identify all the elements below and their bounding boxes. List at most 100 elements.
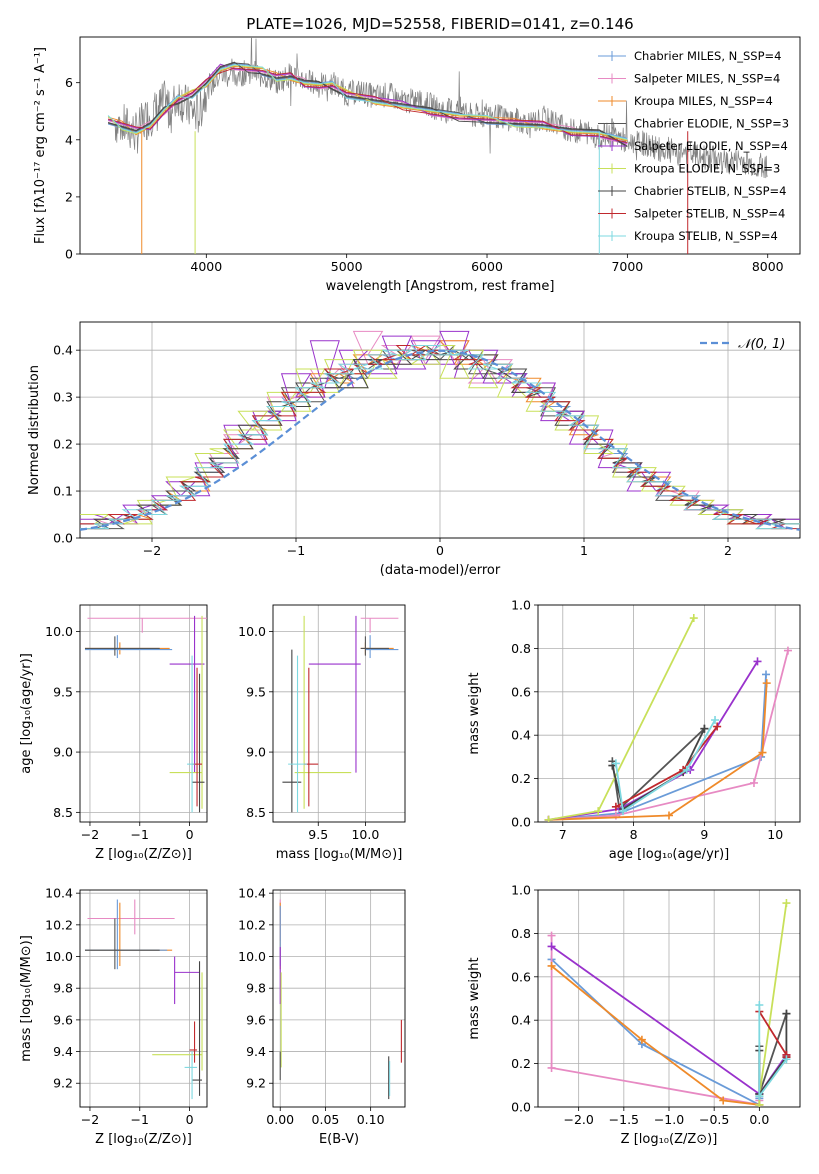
y-tick-label: 9.4: [53, 1044, 73, 1059]
x-axis-label: Z [log₁₀(Z/Z⊙)]: [621, 1132, 718, 1147]
weight-point-marker: [682, 765, 691, 774]
errorbar-point: [87, 617, 207, 633]
errorbar-point: [84, 635, 173, 659]
weight-vs-age-panel: 7 8 9 10 0.0 0.2 0.4 0.6 0.8 1.0 age [log₁₀(age/yr…: [467, 598, 801, 862]
mass-vs-ebv-data: [279, 899, 402, 1100]
errorbar-point: [192, 667, 203, 807]
errorbar-point: [365, 635, 399, 659]
weight-series-line: [548, 674, 767, 821]
errorbar-point: [84, 918, 160, 970]
residuals-panel: −2 −1 0 1 2 0.0 0.1 0.2 0.3 0.4 (data-model)/error…: [27, 321, 801, 578]
y-tick-label: 10.0: [238, 949, 266, 964]
errorbar-point: [152, 972, 203, 1071]
model-spectrum-line: [107, 61, 628, 147]
y-tick-label: 0.3: [53, 390, 73, 405]
age-vs-mass-panel: 9.5 10.0 8.5 9.0 9.5 10.0 mass [log₁₀(M/M⊙)]: [238, 604, 406, 862]
axes-frame: [79, 889, 208, 1108]
mass-vs-ebv-panel: 0.00 0.05 0.10 9.2 9.4 9.6 9.8 10.0 10.2 10.4 E(B-…: [238, 886, 406, 1147]
errorbar-point: [360, 617, 399, 633]
y-tick-label: 9.0: [53, 745, 73, 760]
x-tick-label: −1: [131, 1112, 149, 1127]
legend-entry: Salpeter STELIB, N_SSP=4: [634, 207, 785, 221]
weight-point-marker: [755, 1092, 764, 1101]
axes-frame: [272, 889, 406, 1108]
weight-series-line: [611, 728, 706, 811]
y-tick-label: 6: [65, 75, 73, 90]
weight-point-marker: [711, 716, 720, 725]
y-tick-label: 0.0: [53, 531, 73, 546]
weight-point-marker: [782, 1009, 791, 1018]
y-tick-label: 9.2: [53, 1076, 73, 1091]
weight-point-marker: [783, 646, 792, 655]
weight-point-marker: [758, 748, 767, 757]
y-tick-label: 9.0: [246, 745, 266, 760]
y-tick-label: 9.8: [53, 981, 73, 996]
weight-point-marker: [762, 679, 771, 688]
gaussian-legend-label: 𝒩(0, 1): [738, 337, 785, 352]
weight-point-marker: [755, 1001, 764, 1010]
y-tick-label: 0.0: [511, 1100, 531, 1115]
age-vs-mass-data: [282, 615, 399, 813]
x-tick-label: −0.5: [699, 1112, 729, 1127]
age-vs-z-data: [84, 615, 207, 813]
y-tick-label: 10.0: [45, 949, 73, 964]
y-tick-label: 0.1: [53, 484, 73, 499]
y-tick-label: 10.2: [238, 917, 266, 932]
model-spectrum-line: [107, 65, 628, 141]
errorbar-point: [308, 615, 361, 773]
y-axis-label: mass [log₁₀(M/M⊙)]: [19, 935, 34, 1062]
axes-frame: [79, 604, 208, 823]
x-tick-label: −1.0: [654, 1112, 684, 1127]
y-tick-label: 1.0: [511, 598, 531, 613]
x-tick-label: −1: [287, 543, 305, 558]
errorbar-point: [174, 956, 200, 1005]
x-tick-label: 7: [559, 827, 567, 842]
y-axis-label: mass weight: [467, 672, 482, 754]
residuals-data: [80, 330, 800, 531]
y-tick-label: 10.0: [45, 624, 73, 639]
legend-entry: Chabrier MILES, N_SSP=4: [634, 49, 781, 63]
x-tick-label: −2: [81, 827, 99, 842]
y-tick-label: 9.2: [246, 1076, 266, 1091]
x-axis-label: Z [log₁₀(Z/Z⊙)]: [95, 1132, 192, 1147]
weight-point-marker: [782, 1055, 791, 1064]
y-tick-label: 10.2: [45, 917, 73, 932]
figure-title: PLATE=1026, MJD=52558, FIBERID=0141, z=0…: [246, 15, 633, 33]
legend-entry: Chabrier ELODIE, N_SSP=3: [634, 117, 789, 131]
weight-point-marker: [547, 942, 556, 951]
errorbar-point: [169, 615, 205, 773]
y-tick-label: 0.8: [511, 926, 531, 941]
x-tick-label: 6000: [471, 259, 503, 274]
y-tick-label: 9.6: [53, 1012, 73, 1027]
model-spectrum-line: [107, 67, 628, 144]
x-tick-label: −1: [131, 827, 149, 842]
y-tick-label: 0.2: [53, 437, 73, 452]
y-tick-label: 1.0: [511, 883, 531, 898]
y-tick-label: 10.4: [45, 886, 73, 901]
weight-point-marker: [782, 899, 791, 908]
x-tick-label: −2: [143, 543, 161, 558]
x-tick-label: 0: [186, 827, 194, 842]
weight-series-line: [615, 719, 716, 813]
age-vs-z-panel: −2 −1 0 8.5 9.0 9.5 10.0 Z [log₁₀(Z/Z⊙)] age [lo…: [19, 604, 208, 862]
y-tick-label: 0: [65, 247, 73, 262]
model-spectrum-line: [107, 64, 628, 140]
y-tick-label: 10.4: [238, 886, 266, 901]
axes-frame: [272, 604, 406, 823]
y-tick-label: 4: [65, 132, 73, 147]
weight-series: [755, 1001, 791, 1101]
x-tick-label: −1.5: [609, 1112, 639, 1127]
x-tick-label: 4000: [190, 259, 222, 274]
mass-vs-z-data: [84, 899, 203, 1100]
weight-point-marker: [637, 1035, 646, 1044]
errorbar-point: [304, 667, 319, 807]
errorbar-point: [192, 961, 203, 1096]
errorbar-point: [87, 899, 175, 935]
y-tick-label: 0.6: [511, 969, 531, 984]
y-tick-label: 0.2: [511, 1056, 531, 1071]
weight-point-marker: [665, 811, 673, 820]
x-tick-label: 8000: [752, 259, 784, 274]
x-axis-label: Z [log₁₀(Z/Z⊙)]: [95, 847, 192, 862]
y-tick-label: 9.5: [246, 684, 266, 699]
